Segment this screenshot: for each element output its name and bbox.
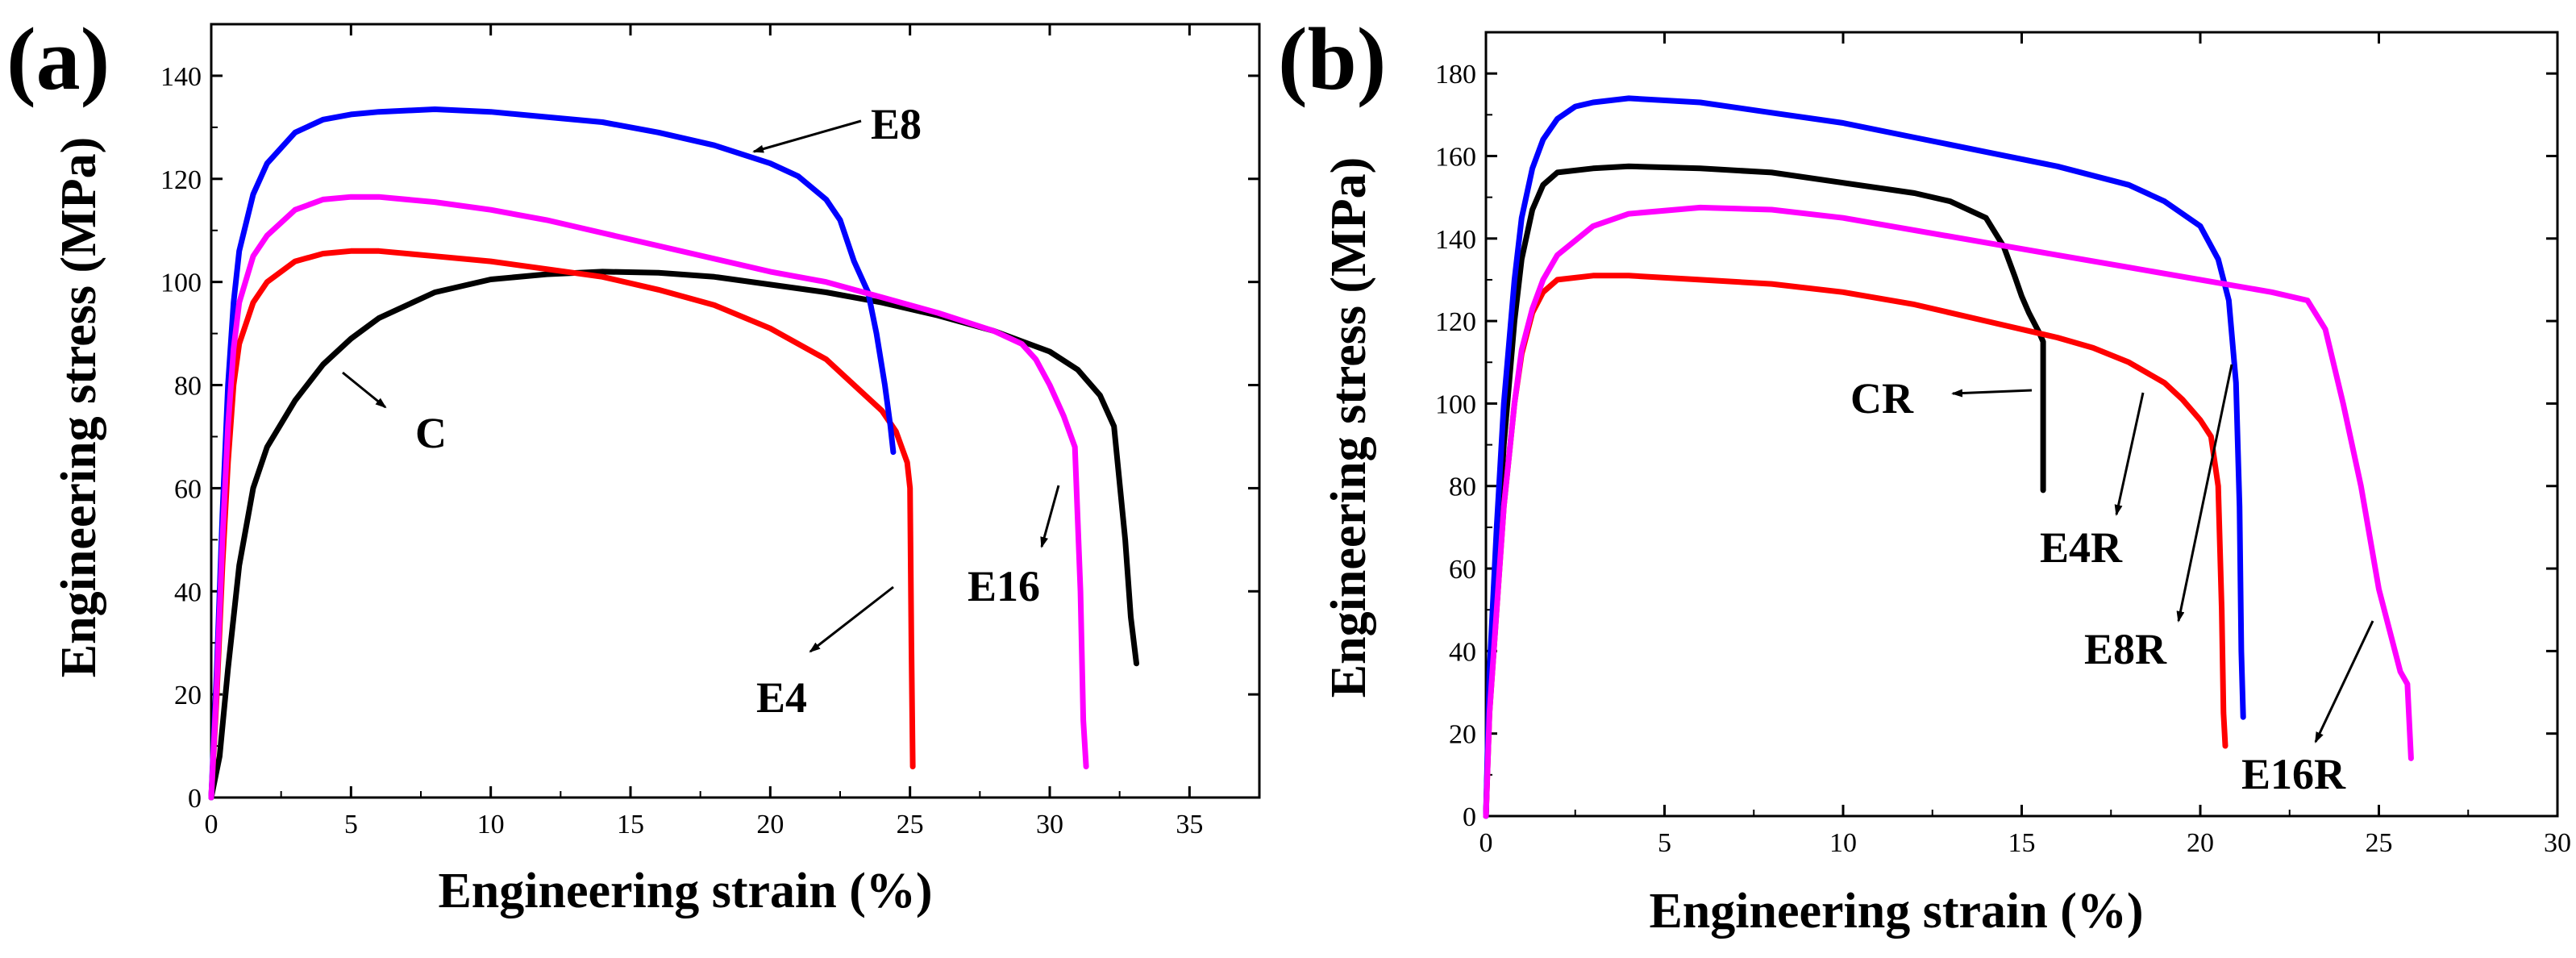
panel-b-x-tick-label: 30 — [2544, 828, 2571, 858]
panel-b-x-tick-label: 0 — [1479, 828, 1493, 858]
panel-a-y-tick-label: 40 — [174, 577, 202, 607]
panel-b-arrow-e4r — [2114, 392, 2145, 516]
panel-a-y-tick-label: 80 — [174, 372, 202, 402]
panel-a-label-e8: E8 — [871, 100, 922, 148]
panel-b: (b) Engineering stress (MPa) Engineering… — [1278, 10, 2571, 939]
panel-a-arrow-e4 — [809, 585, 894, 653]
panel-a-arrow-e16 — [1040, 485, 1060, 548]
panel-a-y-tick-label: 0 — [188, 784, 202, 814]
panel-a-series-e16 — [208, 194, 1089, 801]
panel-a-label-e16: E16 — [968, 562, 1040, 610]
panel-a-series-e8 — [208, 106, 897, 801]
panel-b-y-tick-label: 140 — [1435, 225, 1476, 255]
panel-a-x-axis-title: Engineering strain (%) — [438, 864, 932, 918]
panel-b-y-tick-label: 160 — [1435, 142, 1476, 172]
panel-b-x-tick-label: 5 — [1658, 828, 1671, 858]
panel-a-y-tick-label: 60 — [174, 474, 202, 504]
panel-a-series-e4 — [208, 248, 916, 801]
panel-b-arrow-cr — [1951, 389, 2033, 398]
panel-b-label-e16r: E16R — [2241, 750, 2346, 798]
panel-b-y-tick-label: 0 — [1463, 802, 1476, 832]
panel-a-plot-area: 0 5 10 15 20 25 30 35 0 20 40 60 80 100 120 140 — [160, 23, 1261, 839]
panel-b-y-tick-label: 60 — [1449, 555, 1476, 585]
panel-a-y-tick-label: 140 — [160, 62, 202, 92]
panel-a-y-tick-label: 100 — [160, 269, 202, 298]
panel-a-x-tick-label: 25 — [897, 810, 924, 839]
panel-a-arrow-e8 — [752, 119, 862, 153]
panel-a-x-tick-label: 0 — [205, 810, 218, 839]
panel-b-label-e8r: E8R — [2084, 625, 2167, 673]
panel-b-x-tick-label: 20 — [2187, 828, 2214, 858]
panel-b-y-tick-label: 80 — [1449, 473, 1476, 502]
panel-b-y-tick-label: 120 — [1435, 307, 1476, 337]
panel-b-series-e16r — [1483, 204, 2414, 819]
panel-a-label: (a) — [6, 10, 110, 108]
panel-b-x-axis-title: Engineering strain (%) — [1649, 884, 2143, 939]
panel-a-y-tick-label: 20 — [174, 681, 202, 710]
panel-b-label-e4r: E4R — [2040, 523, 2123, 572]
panel-b-y-tick-label: 100 — [1435, 389, 1476, 419]
panel-b-label-cr: CR — [1850, 374, 1914, 423]
panel-a-series-c — [208, 269, 1139, 801]
panel-a-x-tick-label: 20 — [756, 810, 784, 839]
panel-a-label-e4: E4 — [756, 673, 807, 722]
panel-b-label: (b) — [1278, 10, 1386, 108]
panel-a-x-tick-label: 5 — [344, 810, 358, 839]
panel-b-y-tick-label: 40 — [1449, 637, 1476, 667]
panel-a: (a) Engineering stress (MPa) Engineering… — [6, 10, 1261, 918]
panel-a-x-tick-label: 35 — [1176, 810, 1203, 839]
panel-b-series-cr — [1483, 163, 2046, 819]
panel-b-frame — [1484, 31, 2559, 818]
panel-a-y-tick-label: 120 — [160, 165, 202, 195]
panel-a-arrow-c — [342, 371, 387, 409]
panel-a-x-tick-label: 15 — [617, 810, 644, 839]
panel-a-frame — [210, 23, 1261, 799]
panel-b-y-tick-label: 180 — [1435, 60, 1476, 90]
panel-b-x-tick-label: 10 — [1829, 828, 1857, 858]
panel-b-x-tick-label: 15 — [2008, 828, 2036, 858]
panel-a-x-tick-label: 30 — [1036, 810, 1063, 839]
panel-a-x-tick-label: 10 — [477, 810, 505, 839]
panel-b-x-tick-label: 25 — [2366, 828, 2393, 858]
panel-a-label-c: C — [415, 409, 447, 457]
panel-a-y-axis-title: Engineering stress (MPa) — [52, 137, 106, 677]
panel-b-arrow-e8r — [2176, 364, 2233, 623]
panel-b-arrow-e16r — [2314, 620, 2374, 743]
panel-b-y-axis-title: Engineering stress (MPa) — [1321, 157, 1376, 698]
panel-b-y-tick-label: 20 — [1449, 720, 1476, 750]
panel-b-plot-area: 0 5 10 15 20 25 30 0 20 40 60 80 100 120 140 160 180 — [1435, 31, 2571, 858]
